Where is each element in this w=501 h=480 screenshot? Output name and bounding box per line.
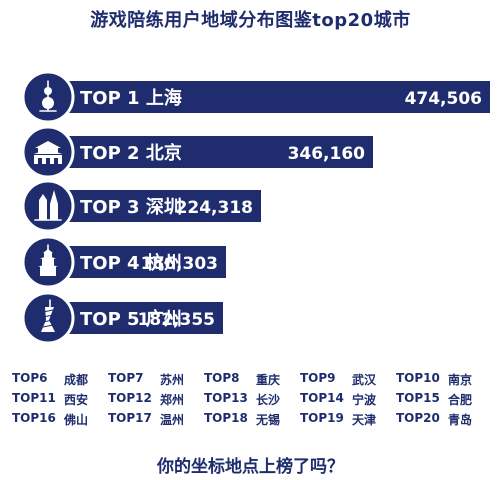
rank-city: 武汉 [352, 373, 377, 387]
rank-item: TOP6 成都 [12, 371, 108, 388]
bar-value-label: 346,160 [288, 144, 366, 164]
rank-item: TOP7 苏州 [108, 371, 204, 388]
canton-tower-icon [41, 299, 55, 332]
tiananmen-icon [34, 141, 62, 164]
rank-city: 佛山 [64, 413, 89, 427]
rank-item: TOP17 温州 [108, 411, 204, 428]
rank-city: 郑州 [160, 393, 185, 407]
rank-city: 南京 [448, 373, 473, 387]
rank-number: TOP19 [300, 411, 344, 425]
city-badge [21, 179, 75, 233]
rank-item: TOP9 武汉 [300, 371, 396, 388]
rank-item: TOP8 重庆 [204, 371, 300, 388]
rank-item: TOP20 青岛 [396, 411, 492, 428]
rank-number: TOP6 [12, 371, 48, 385]
rank-number: TOP17 [108, 411, 152, 425]
rank-number: TOP12 [108, 391, 152, 405]
rank-city: 重庆 [256, 373, 281, 387]
bar-value-label: 224,318 [176, 198, 253, 218]
rank-item: TOP18 无锡 [204, 411, 300, 428]
bar-category-label: TOP 5 广州 [80, 308, 182, 330]
rank-city: 成都 [64, 373, 89, 387]
rank-item: TOP14 宁波 [300, 391, 396, 408]
rank-number: TOP10 [396, 371, 440, 385]
rank-city: 西安 [64, 393, 89, 407]
shenzhen-towers-icon [34, 190, 62, 221]
rank-city: 苏州 [160, 373, 185, 387]
bar-category-label: TOP 3 深圳 [80, 196, 182, 218]
rank-number: TOP7 [108, 371, 144, 385]
bar [56, 136, 373, 168]
rank-city: 宁波 [352, 393, 377, 407]
rank-item: TOP13 长沙 [204, 391, 300, 408]
other-ranks-grid: TOP6 成都 TOP7 苏州 TOP8 重庆 TOP9 武汉 TOP10 南京 TOP11 西安 TO… [12, 371, 492, 428]
bar-value-label: 182,355 [138, 310, 215, 330]
bar-chart: TOP 1 上海 474,506 TOP 2 北京 346,160 TOP 3 深圳22… [21, 70, 490, 345]
rank-item: TOP15 合肥 [396, 391, 492, 408]
rank-city: 无锡 [256, 413, 281, 427]
bar [56, 302, 223, 334]
rank-city: 天津 [352, 413, 377, 427]
bar-value-label: 186,303 [141, 254, 218, 274]
rank-number: TOP11 [12, 391, 56, 405]
bar [56, 81, 490, 113]
page-title: 游戏陪练用户地域分布图鉴top20城市 [90, 10, 411, 31]
bar [56, 246, 226, 278]
rank-item: TOP10 南京 [396, 371, 492, 388]
rank-item: TOP16 佛山 [12, 411, 108, 428]
bar [56, 190, 261, 222]
bar-row: TOP 1 上海 474,506 [21, 70, 490, 124]
rank-item: TOP12 郑州 [108, 391, 204, 408]
rank-number: TOP13 [204, 391, 248, 405]
bar-category-label: TOP 1 上海 [80, 87, 182, 109]
rank-item: TOP11 西安 [12, 391, 108, 408]
bar-category-label: TOP 4 杭州 [80, 252, 182, 274]
rank-city: 青岛 [448, 413, 473, 427]
oriental-pearl-tower-icon [39, 80, 57, 112]
rank-city: 合肥 [448, 393, 473, 407]
bottom-question: 你的坐标地点上榜了吗？ [157, 457, 344, 477]
rank-number: TOP15 [396, 391, 440, 405]
rank-city: 长沙 [256, 393, 281, 407]
bar-category-label: TOP 2 北京 [80, 142, 182, 164]
rank-number: TOP8 [204, 371, 240, 385]
rank-number: TOP14 [300, 391, 344, 405]
rank-item: TOP19 天津 [300, 411, 396, 428]
rank-number: TOP9 [300, 371, 336, 385]
rank-city: 温州 [160, 413, 185, 427]
rank-number: TOP18 [204, 411, 248, 425]
rank-number: TOP20 [396, 411, 440, 425]
bar-value-label: 474,506 [405, 89, 482, 109]
rank-number: TOP16 [12, 411, 56, 425]
bar-row: TOP 2 北京 346,160 [21, 125, 373, 179]
leifeng-pagoda-icon [38, 244, 58, 276]
